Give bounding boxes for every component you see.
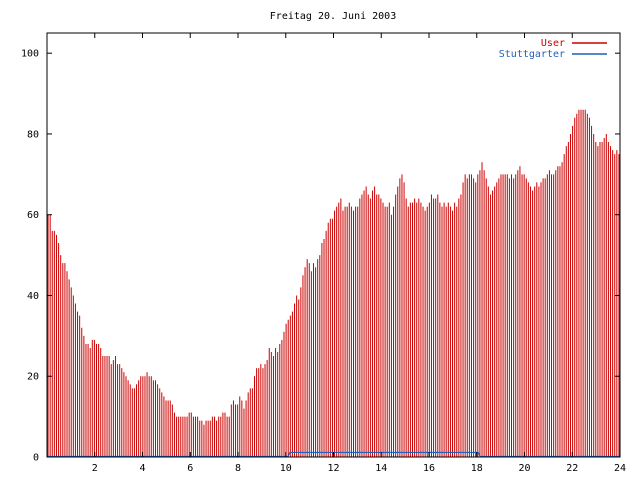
x-axis: 2 4 6 8 10 12 14 16 18 20 22 24 — [92, 33, 626, 474]
legend-stuttgarter-label: Stuttgarter — [499, 49, 565, 60]
chart-title: Freitag 20. Juni 2003 — [270, 11, 396, 22]
y-tick-label: 0 — [33, 453, 39, 464]
x-tick-label: 8 — [235, 463, 241, 474]
x-tick-label: 16 — [423, 463, 435, 474]
x-tick-label: 6 — [187, 463, 193, 474]
y-tick-label: 60 — [27, 210, 39, 221]
x-tick-label: 2 — [92, 463, 98, 474]
x-tick-label: 14 — [375, 463, 387, 474]
x-tick-label: 10 — [280, 463, 292, 474]
y-tick-label: 100 — [21, 49, 39, 60]
y-tick-label: 40 — [27, 291, 39, 302]
y-axis: 0 20 40 60 80 100 — [21, 49, 620, 464]
legend-user-label: User — [541, 38, 565, 49]
legend: User Stuttgarter — [499, 38, 607, 60]
user-bars — [47, 109, 620, 457]
x-tick-label: 20 — [518, 463, 530, 474]
x-tick-label: 18 — [471, 463, 483, 474]
x-tick-label: 22 — [566, 463, 578, 474]
x-tick-label: 12 — [327, 463, 339, 474]
y-tick-label: 20 — [27, 372, 39, 383]
x-tick-label: 24 — [614, 463, 626, 474]
y-tick-label: 80 — [27, 129, 39, 140]
x-tick-label: 4 — [139, 463, 145, 474]
